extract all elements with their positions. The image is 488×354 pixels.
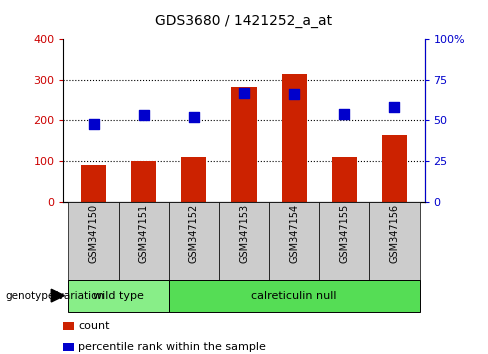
Bar <box>319 202 369 280</box>
Bar <box>269 202 319 280</box>
Point <box>190 114 198 120</box>
Point <box>290 91 298 97</box>
Point <box>240 90 248 96</box>
Bar <box>282 74 306 202</box>
Text: GSM347156: GSM347156 <box>389 204 400 263</box>
Point <box>390 104 398 110</box>
Text: calreticulin null: calreticulin null <box>251 291 337 301</box>
Bar <box>332 157 357 202</box>
Bar <box>131 161 156 202</box>
Text: GSM347151: GSM347151 <box>139 204 149 263</box>
Bar <box>169 202 219 280</box>
Text: GSM347154: GSM347154 <box>289 204 299 263</box>
Polygon shape <box>51 289 64 302</box>
Text: GSM347152: GSM347152 <box>189 204 199 263</box>
Bar <box>231 87 257 202</box>
Bar <box>68 280 169 312</box>
Point <box>341 111 348 117</box>
Bar <box>63 322 74 330</box>
Bar <box>169 280 420 312</box>
Text: GDS3680 / 1421252_a_at: GDS3680 / 1421252_a_at <box>156 14 332 28</box>
Text: genotype/variation: genotype/variation <box>5 291 104 301</box>
Bar <box>119 202 169 280</box>
Point <box>140 113 147 118</box>
Text: count: count <box>78 321 110 331</box>
Bar <box>68 202 119 280</box>
Text: GSM347155: GSM347155 <box>339 204 349 263</box>
Text: wild type: wild type <box>93 291 144 301</box>
Bar <box>81 165 106 202</box>
Text: GSM347150: GSM347150 <box>88 204 99 263</box>
Bar <box>382 135 407 202</box>
Text: GSM347153: GSM347153 <box>239 204 249 263</box>
Text: percentile rank within the sample: percentile rank within the sample <box>78 342 266 352</box>
Bar <box>219 202 269 280</box>
Bar <box>63 343 74 351</box>
Bar <box>182 157 206 202</box>
Point <box>90 121 98 126</box>
Bar <box>369 202 420 280</box>
